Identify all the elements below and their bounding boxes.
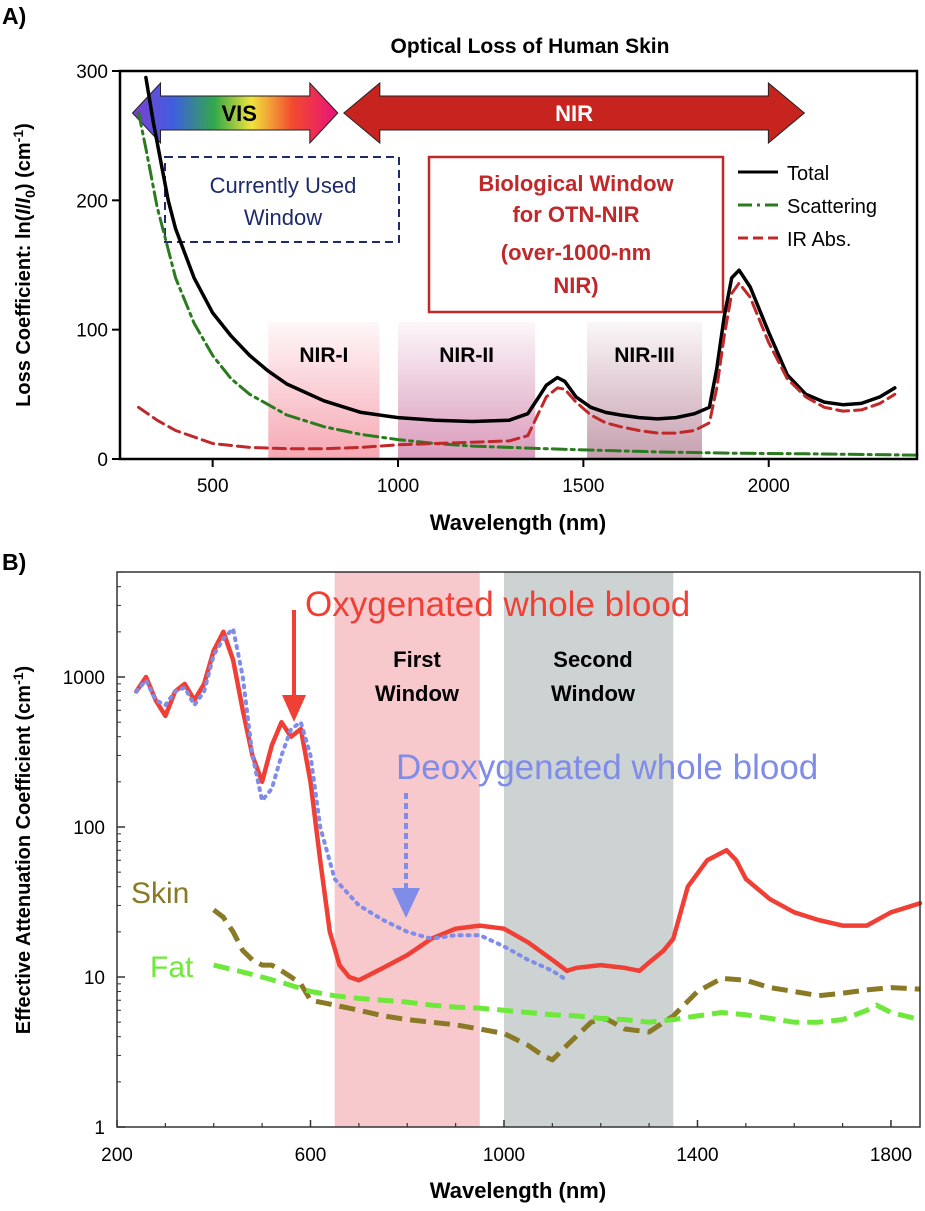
chart-a-lines <box>137 75 919 457</box>
deoxy-blood-label: Deoxygenated whole blood <box>396 748 818 787</box>
series-ir-abs <box>137 281 897 451</box>
chart-a-ylabel: Loss Coefficient: ln(I/I0) (cm-1) <box>10 123 38 407</box>
x-tick-label-a: 500 <box>197 476 229 497</box>
first-window-line-1: First <box>393 647 441 672</box>
nir-arrow: NIR <box>343 81 806 145</box>
nir-arrow-label: NIR <box>555 101 593 126</box>
chart-b-xlabel: Wavelength (nm) <box>430 1178 606 1203</box>
chart-a-title: Optical Loss of Human Skin <box>391 35 670 58</box>
chart-a-ticks: 500 1000 1500 2000 0 100 200 300 <box>76 62 790 497</box>
bio-window-box: Biological Window for OTN-NIR (over-1000… <box>427 155 725 314</box>
y-tick-label-b: 1 <box>94 1118 105 1139</box>
current-window-box: Currently Used Window <box>164 156 400 243</box>
series-deoxygenated-whole-blood <box>134 626 569 983</box>
deoxy-arrow <box>392 793 420 918</box>
region-nir-ii <box>398 322 536 459</box>
x-tick-label-b: 200 <box>101 1145 133 1166</box>
chart-b-ylabel: Effective Attenuation Coefficient (cm-1) <box>10 666 35 1034</box>
panel-b-label: B) <box>2 549 26 575</box>
current-window-line-1: Currently Used <box>210 173 357 198</box>
legend-irabs-label: IR Abs. <box>787 229 851 251</box>
second-window-line-2: Window <box>551 681 636 706</box>
x-tick-label-b: 1400 <box>676 1145 718 1166</box>
series-skin <box>212 907 921 1063</box>
second-window-region <box>503 572 674 1127</box>
chart-a-regions: NIR-I NIR-II NIR-III <box>268 322 702 459</box>
series-scattering <box>137 110 919 457</box>
x-tick-label-b: 1800 <box>870 1145 912 1166</box>
chart-b-lines <box>134 626 923 1063</box>
region-label-nir-ii: NIR-II <box>439 344 494 367</box>
x-tick-label-a: 2000 <box>748 476 790 497</box>
chart-b-regions <box>334 572 674 1127</box>
current-window-line-2: Window <box>244 205 322 230</box>
panel-a-label: A) <box>2 3 26 29</box>
y-tick-label-b: 100 <box>73 818 105 839</box>
series-fat <box>213 962 921 1025</box>
region-label-nir-iii: NIR-III <box>614 344 675 367</box>
region-nir-iii <box>587 322 702 459</box>
chart-a-xlabel: Wavelength (nm) <box>430 510 606 535</box>
first-window-region <box>334 572 480 1127</box>
bio-window-line-2: for OTN-NIR <box>512 202 639 227</box>
vis-arrow: VIS <box>131 81 339 145</box>
x-tick-label-b: 600 <box>295 1145 327 1166</box>
chart-b-ticks: 200 600 1000 1400 1800 1 10 100 1000 <box>63 571 912 1166</box>
x-tick-label-a: 1500 <box>562 476 604 497</box>
y-tick-label-b: 1000 <box>63 668 105 689</box>
y-tick-label-b: 10 <box>84 968 105 989</box>
skin-label: Skin <box>131 877 189 910</box>
region-nir-i <box>268 322 380 459</box>
legend-scattering-label: Scattering <box>787 196 877 218</box>
chart-a-frame <box>118 69 919 461</box>
second-window-line-1: Second <box>553 647 632 672</box>
fat-label: Fat <box>150 951 194 984</box>
series-total <box>144 75 897 424</box>
chart-a-legend: Total Scattering IR Abs. <box>738 163 877 251</box>
y-tick-label-a: 0 <box>97 450 108 471</box>
x-tick-label-a: 1000 <box>377 476 419 497</box>
chart-b-frame <box>116 571 921 1128</box>
legend-total-label: Total <box>787 163 829 185</box>
oxy-arrow <box>282 610 306 722</box>
oxy-blood-label: Oxygenated whole blood <box>305 585 690 624</box>
vis-arrow-label: VIS <box>221 101 256 126</box>
series-oxygenated-whole-blood <box>134 629 923 983</box>
y-tick-label-a: 100 <box>76 321 108 342</box>
bio-window-line-1: Biological Window <box>478 171 674 196</box>
y-tick-label-a: 200 <box>76 191 108 212</box>
region-label-nir-i: NIR-I <box>299 344 348 367</box>
bio-window-line-4: NIR) <box>553 273 598 298</box>
first-window-line-2: Window <box>375 681 460 706</box>
x-tick-label-b: 1000 <box>483 1145 525 1166</box>
y-tick-label-a: 300 <box>76 62 108 83</box>
bio-window-line-3: (over-1000-nm <box>501 240 651 265</box>
